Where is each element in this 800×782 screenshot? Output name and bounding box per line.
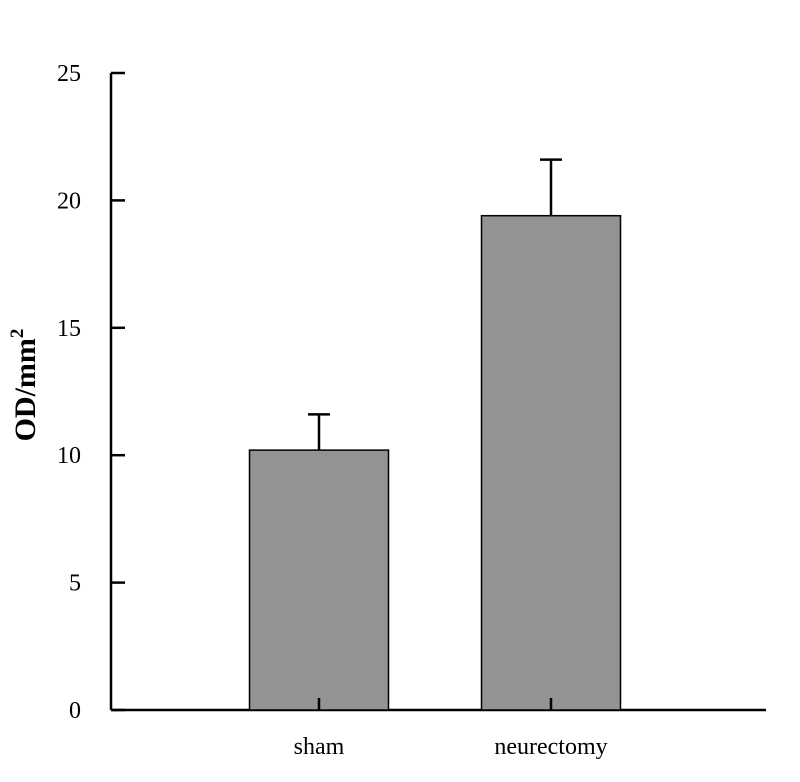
- x-labels: sham neurectomy: [294, 734, 608, 760]
- bar-sham: [248, 449, 390, 711]
- axes: [109, 73, 766, 712]
- y-ticks: 0 5 10 15 20 25: [57, 61, 125, 724]
- y-axis-title-text: OD/mm: [9, 338, 42, 441]
- y-axis-title: OD/mm2: [7, 329, 42, 442]
- y-tick-label-0: 0: [69, 698, 81, 724]
- y-tick-label-5: 25: [57, 61, 81, 87]
- bar-neurectomy: [480, 214, 622, 711]
- y-tick-label-3: 15: [57, 316, 81, 342]
- y-tick-label-2: 10: [57, 443, 81, 469]
- y-tick-label-1: 5: [69, 571, 81, 597]
- y-tick-label-4: 20: [57, 188, 81, 214]
- bars: [248, 214, 622, 711]
- y-axis-title-superscript: 2: [7, 329, 28, 339]
- x-tick-label-sham: sham: [294, 734, 345, 760]
- x-tick-label-neurectomy: neurectomy: [494, 734, 607, 760]
- error-bars: [308, 158, 562, 710]
